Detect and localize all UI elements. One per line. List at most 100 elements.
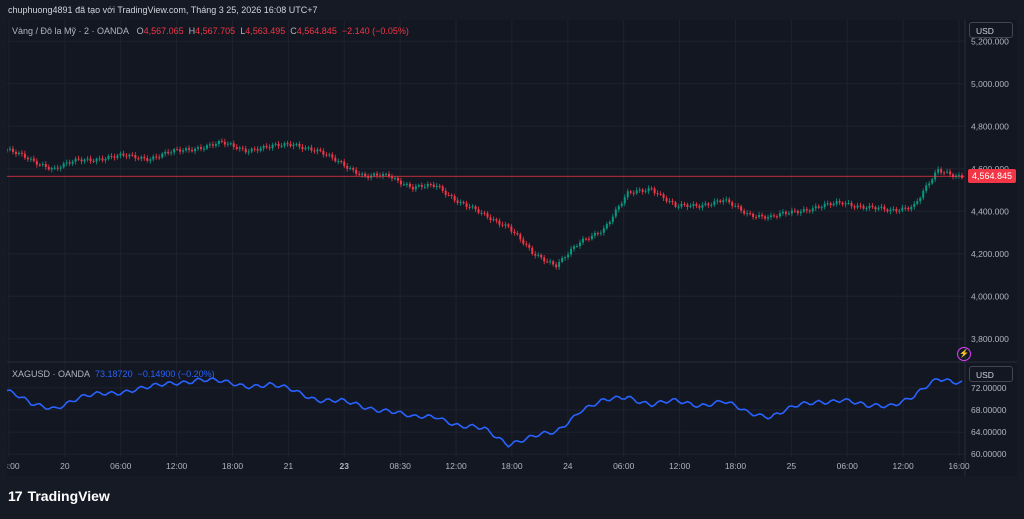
gold-candle-body — [907, 207, 910, 210]
gold-candle-body — [937, 169, 940, 173]
gold-candle-body — [244, 148, 247, 153]
gold-candle-body — [286, 143, 289, 145]
chart-canvas[interactable]: 5,200.000 5,000.000 4,800.000 4,600.000 4,40… — [7, 20, 1017, 476]
gold-candle-body — [656, 193, 659, 195]
gold-candle-body — [549, 261, 552, 263]
gold-candle-body — [250, 148, 253, 152]
gold-candle-body — [546, 261, 549, 263]
gold-candle-body — [552, 261, 555, 265]
gold-candle-body — [483, 212, 486, 214]
x-tick-label: 12:00 — [669, 461, 691, 471]
gold-candle-body — [498, 220, 501, 225]
gold-candle-body — [570, 248, 573, 255]
gold-candle-body — [349, 168, 352, 170]
gold-y-tick-label: 4,200.000 — [971, 249, 1009, 259]
gold-candle-body — [617, 206, 620, 210]
gold-candle-body — [376, 173, 379, 176]
x-tick-label: 25 — [787, 461, 797, 471]
gold-candle-body — [80, 159, 83, 162]
gold-candle-body — [623, 197, 626, 204]
gold-candle-body — [790, 210, 793, 214]
gold-candle-body — [322, 150, 325, 155]
gold-candle-body — [367, 176, 370, 178]
gold-candle-body — [644, 191, 647, 193]
gold-candle-body — [725, 199, 728, 201]
gold-candle-body — [41, 164, 44, 166]
gold-candle-body — [579, 242, 581, 247]
gold-candle-body — [626, 191, 629, 198]
gold-candle-body — [716, 200, 719, 202]
gold-candle-body — [832, 203, 835, 206]
tradingview-logo[interactable]: 17 TradingView — [8, 488, 110, 504]
gold-candle-body — [758, 215, 761, 218]
high-value: 4,567.705 — [195, 26, 236, 36]
gold-candle-body — [86, 158, 89, 160]
gold-candle-body — [310, 147, 313, 151]
gold-candle-body — [749, 213, 752, 215]
gold-candle-body — [340, 160, 343, 162]
gold-candle-body — [29, 158, 32, 160]
gold-candle-body — [125, 155, 128, 157]
gold-candle-body — [516, 232, 519, 235]
gold-candle-body — [220, 140, 223, 142]
silver-y-axis: 72.00000 68.00000 64.00000 60.00000 — [971, 383, 1007, 459]
gold-candle-body — [217, 140, 220, 145]
gold-candle-body — [761, 215, 764, 217]
gold-candle-body — [456, 200, 459, 203]
gold-candle-body — [787, 213, 790, 215]
gold-candle-body — [402, 184, 405, 186]
gold-candle-body — [331, 154, 334, 158]
gold-candle-body — [259, 148, 262, 151]
gold-candle-body — [289, 143, 292, 147]
gold-candle-body — [283, 143, 286, 146]
tradingview-mark-icon: 17 — [8, 488, 23, 504]
gold-candle-body — [477, 209, 480, 213]
gold-candle-body — [35, 160, 38, 165]
gold-candle-body — [752, 213, 755, 218]
gold-candle-body — [719, 200, 722, 203]
gold-candle-body — [307, 147, 310, 149]
gold-candle-body — [38, 164, 41, 166]
gold-candle-body — [820, 207, 823, 209]
gold-candle-body — [59, 167, 62, 169]
gold-candle-body — [564, 257, 567, 259]
chart-frame[interactable]: 5,200.000 5,000.000 4,800.000 4,600.000 4,40… — [7, 20, 1017, 476]
gold-candle-body — [20, 152, 23, 154]
silver-symbol[interactable]: XAGUSD · OANDA — [12, 369, 91, 379]
x-tick-label: 18:00 — [725, 461, 747, 471]
gold-candle-body — [537, 254, 540, 256]
x-tick-label: 20 — [60, 461, 70, 471]
gold-candle-body — [265, 145, 268, 148]
gold-candle-body — [555, 264, 558, 268]
gold-candle-body — [784, 211, 787, 214]
x-tick-label: 06:00 — [837, 461, 859, 471]
gold-candle-body — [131, 154, 134, 156]
silver-line-group — [7, 377, 963, 448]
gold-y-tick-label: 4,600.000 — [971, 164, 1009, 174]
gold-candle-body — [614, 209, 617, 217]
gold-candle-body — [116, 155, 119, 158]
gold-currency-button[interactable]: USD — [969, 22, 1013, 38]
silver-currency-button[interactable]: USD — [969, 366, 1013, 382]
tradingview-wordmark: TradingView — [27, 488, 110, 504]
x-tick-label: 18:00 — [501, 461, 523, 471]
gold-candle-body — [182, 150, 185, 152]
gold-candle-body — [459, 201, 462, 203]
gold-candle-body — [8, 148, 11, 150]
gold-candle-body — [949, 171, 952, 175]
gold-candle-body — [328, 154, 331, 156]
gold-candle-body — [208, 144, 211, 146]
gold-candle-body — [722, 200, 725, 203]
lightning-icon[interactable]: ⚡ — [957, 347, 971, 361]
gold-symbol[interactable]: Vàng / Đô la Mỹ · 2 · OANDA — [12, 26, 130, 36]
gold-candle-body — [202, 148, 205, 150]
gold-candle-body — [808, 210, 811, 212]
gold-candle-body — [826, 203, 829, 205]
gold-candle-body — [438, 185, 441, 187]
gold-y-tick-label: 5,000.000 — [971, 79, 1009, 89]
silver-y-tick-label: 64.00000 — [971, 427, 1007, 437]
gold-candle-body — [510, 226, 513, 232]
gold-candle-body — [662, 194, 665, 199]
gold-candle-body — [811, 208, 814, 212]
silver-y-tick-label: 60.00000 — [971, 449, 1007, 459]
